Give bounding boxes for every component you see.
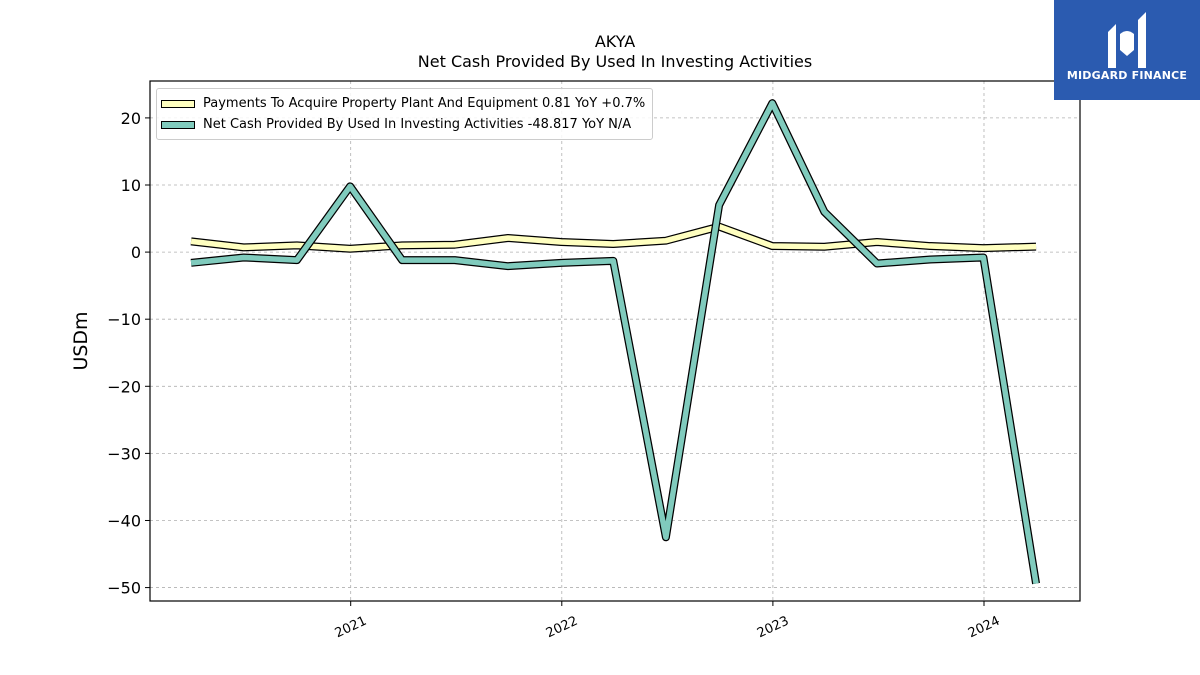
- chart-title: AKYA: [594, 32, 636, 51]
- chart-subtitle: Net Cash Provided By Used In Investing A…: [417, 52, 813, 71]
- y-tick-label: −30: [107, 444, 141, 463]
- legend-swatch: [161, 120, 195, 129]
- series-layer: [190, 99, 1040, 585]
- logo-mark-icon: [1108, 12, 1146, 68]
- y-tick-label: −40: [107, 511, 141, 530]
- y-axis-label: USDm: [70, 311, 92, 370]
- legend: Payments To Acquire Property Plant And E…: [156, 88, 654, 140]
- x-axis-ticks: 2021 2022 2023 2024: [333, 601, 1002, 642]
- grid-lines: [150, 81, 1080, 601]
- brand-name: MIDGARD FINANCE: [1066, 69, 1188, 82]
- legend-label: Net Cash Provided By Used In Investing A…: [203, 117, 632, 132]
- brand-logo: MIDGARD FINANCE: [1054, 0, 1200, 100]
- series-stroke: [190, 100, 1039, 584]
- legend-swatch: [161, 99, 195, 108]
- legend-label: Payments To Acquire Property Plant And E…: [203, 96, 646, 111]
- x-tick-label: 2022: [544, 614, 580, 642]
- y-tick-label: 0: [131, 243, 141, 262]
- series-line-1: [190, 222, 1037, 253]
- legend-item: Net Cash Provided By Used In Investing A…: [161, 114, 645, 135]
- x-tick-label: 2024: [966, 614, 1002, 642]
- plot-frame: [149, 80, 1081, 602]
- y-tick-label: −10: [107, 310, 141, 329]
- x-tick-label: 2021: [333, 614, 369, 642]
- series-outline: [190, 99, 1040, 585]
- y-tick-label: −50: [107, 579, 141, 598]
- y-axis-ticks: 20 10 0 −10 −20 −30 −40 −50: [107, 109, 150, 598]
- series-stroke: [190, 223, 1037, 252]
- series-line-2: [190, 99, 1040, 585]
- y-tick-label: −20: [107, 377, 141, 396]
- y-tick-label: 10: [121, 176, 141, 195]
- legend-item: Payments To Acquire Property Plant And E…: [161, 93, 645, 114]
- x-tick-label: 2023: [755, 614, 791, 642]
- y-tick-label: 20: [121, 109, 141, 128]
